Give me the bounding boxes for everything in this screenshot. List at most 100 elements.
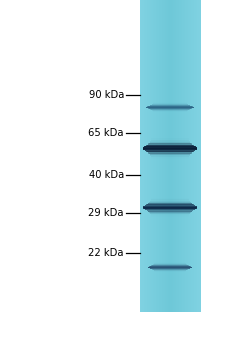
- Bar: [154, 264, 186, 265]
- Bar: [151, 157, 189, 158]
- Bar: [189, 0, 190, 312]
- Bar: [185, 0, 186, 312]
- Bar: [163, 0, 164, 312]
- Bar: [144, 146, 196, 147]
- Bar: [151, 109, 189, 110]
- Bar: [151, 159, 189, 160]
- Bar: [150, 268, 190, 269]
- Bar: [148, 153, 191, 154]
- Bar: [195, 0, 196, 312]
- Bar: [162, 0, 163, 312]
- Bar: [183, 0, 184, 312]
- Bar: [144, 149, 196, 150]
- Bar: [144, 0, 145, 312]
- Bar: [187, 0, 188, 312]
- Bar: [149, 266, 191, 267]
- Bar: [176, 0, 177, 312]
- Bar: [151, 268, 189, 269]
- Bar: [155, 0, 156, 312]
- Bar: [198, 0, 200, 312]
- Bar: [148, 267, 192, 268]
- Bar: [144, 209, 196, 210]
- Bar: [155, 263, 185, 264]
- Bar: [142, 0, 144, 312]
- Bar: [145, 0, 146, 312]
- Text: 40 kDa: 40 kDa: [89, 170, 124, 180]
- Bar: [150, 141, 190, 142]
- Bar: [160, 0, 161, 312]
- Bar: [153, 112, 187, 113]
- Bar: [144, 205, 196, 206]
- Bar: [153, 102, 187, 103]
- Bar: [148, 152, 192, 153]
- Bar: [152, 269, 188, 270]
- Bar: [169, 0, 170, 312]
- Bar: [154, 263, 186, 264]
- Bar: [158, 0, 159, 312]
- Bar: [157, 0, 158, 312]
- Bar: [143, 206, 197, 207]
- Bar: [148, 267, 192, 268]
- Bar: [151, 215, 189, 216]
- Bar: [144, 146, 196, 147]
- Bar: [144, 0, 146, 312]
- Bar: [143, 147, 197, 148]
- Bar: [150, 202, 190, 203]
- Bar: [169, 0, 171, 312]
- Bar: [151, 199, 189, 200]
- Bar: [148, 0, 149, 312]
- Bar: [180, 0, 181, 312]
- Bar: [146, 106, 194, 107]
- Bar: [150, 201, 190, 202]
- Bar: [153, 0, 154, 312]
- Bar: [151, 136, 189, 138]
- Bar: [162, 0, 164, 312]
- Bar: [151, 156, 189, 157]
- Bar: [146, 204, 194, 205]
- Bar: [147, 106, 193, 107]
- Bar: [196, 0, 198, 312]
- Bar: [159, 0, 160, 312]
- Bar: [181, 0, 182, 312]
- Bar: [151, 216, 189, 217]
- Bar: [146, 151, 194, 152]
- Bar: [188, 0, 189, 312]
- Bar: [148, 203, 192, 204]
- Bar: [184, 0, 185, 312]
- Bar: [151, 265, 189, 266]
- Bar: [152, 110, 188, 111]
- Bar: [151, 217, 189, 218]
- Bar: [196, 0, 197, 312]
- Bar: [150, 105, 190, 106]
- Bar: [154, 270, 186, 271]
- Bar: [191, 0, 192, 312]
- Bar: [151, 0, 153, 312]
- Bar: [150, 142, 190, 143]
- Bar: [148, 108, 192, 109]
- Bar: [147, 210, 193, 211]
- Bar: [153, 112, 187, 113]
- Bar: [146, 145, 194, 146]
- Bar: [151, 158, 189, 159]
- Bar: [165, 0, 166, 312]
- Bar: [143, 149, 197, 150]
- Bar: [153, 110, 187, 111]
- Bar: [167, 0, 168, 312]
- Bar: [143, 148, 198, 149]
- Bar: [187, 0, 189, 312]
- Bar: [148, 211, 191, 212]
- Bar: [166, 0, 167, 312]
- Bar: [172, 0, 173, 312]
- Bar: [155, 271, 185, 272]
- Bar: [186, 0, 187, 312]
- Bar: [150, 155, 190, 156]
- Text: 22 kDa: 22 kDa: [88, 248, 124, 258]
- Bar: [151, 139, 189, 140]
- Bar: [180, 0, 182, 312]
- Bar: [155, 261, 185, 262]
- Bar: [153, 111, 187, 112]
- Bar: [170, 0, 171, 312]
- Text: 29 kDa: 29 kDa: [88, 208, 124, 218]
- Bar: [147, 0, 148, 312]
- Bar: [194, 0, 195, 312]
